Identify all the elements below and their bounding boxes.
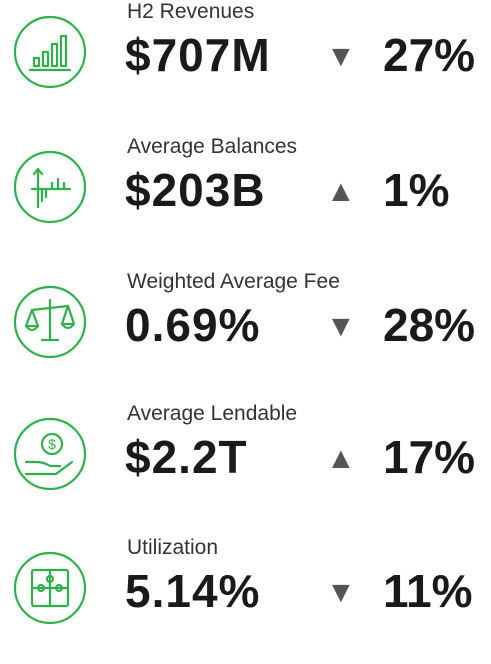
kpi-label: Weighted Average Fee — [127, 270, 340, 293]
kpi-change: 27% — [383, 29, 476, 81]
page: H2 Revenues $707M ▼ 27% Average Balances $203… — [0, 0, 491, 625]
kpi-arrow: ▲ — [326, 442, 356, 475]
kpi-label: Utilization — [127, 536, 219, 559]
kpi-icon — [12, 149, 88, 225]
kpi-arrow: ▲ — [326, 175, 356, 208]
kpi-change: 28% — [383, 299, 476, 351]
kpi-value: $2.2T — [125, 431, 248, 483]
kpi-change: 17% — [383, 431, 476, 483]
kpi-row: Utilization 5.14% ▼ 11% — [0, 530, 491, 664]
kpi-icon — [12, 284, 88, 360]
icon-graphic — [13, 551, 87, 625]
svg-text:$: $ — [48, 436, 56, 452]
kpi-arrow: ▼ — [326, 576, 356, 609]
kpi-row: Weighted Average Fee 0.69% ▼ 28% — [0, 264, 491, 398]
icon-graphic — [13, 285, 87, 359]
kpi-label: Average Lendable — [127, 402, 298, 425]
kpi-value: $707M — [125, 29, 271, 81]
kpi-change: 1% — [383, 164, 450, 216]
icon-graphic: $ — [13, 417, 87, 491]
kpi-change: 11% — [383, 565, 473, 617]
kpi-row: Average Balances $203B ▲ 1% — [0, 129, 491, 263]
kpi-icon — [12, 14, 88, 90]
kpi-icon: $ — [12, 416, 88, 492]
kpi-value: 5.14% — [125, 565, 261, 617]
kpi-icon — [12, 550, 88, 626]
icon-graphic — [13, 15, 87, 89]
kpi-arrow: ▼ — [326, 310, 356, 343]
kpi-row: H2 Revenues $707M ▼ 27% — [0, 0, 491, 128]
kpi-row: $ Average Lendable $2.2T ▲ 17% — [0, 396, 491, 530]
kpi-value: $203B — [125, 164, 266, 216]
icon-graphic — [13, 150, 87, 224]
kpi-value: 0.69% — [125, 299, 261, 351]
kpi-label: Average Balances — [127, 135, 298, 158]
kpi-arrow: ▼ — [326, 40, 356, 73]
kpi-label: H2 Revenues — [127, 0, 255, 23]
